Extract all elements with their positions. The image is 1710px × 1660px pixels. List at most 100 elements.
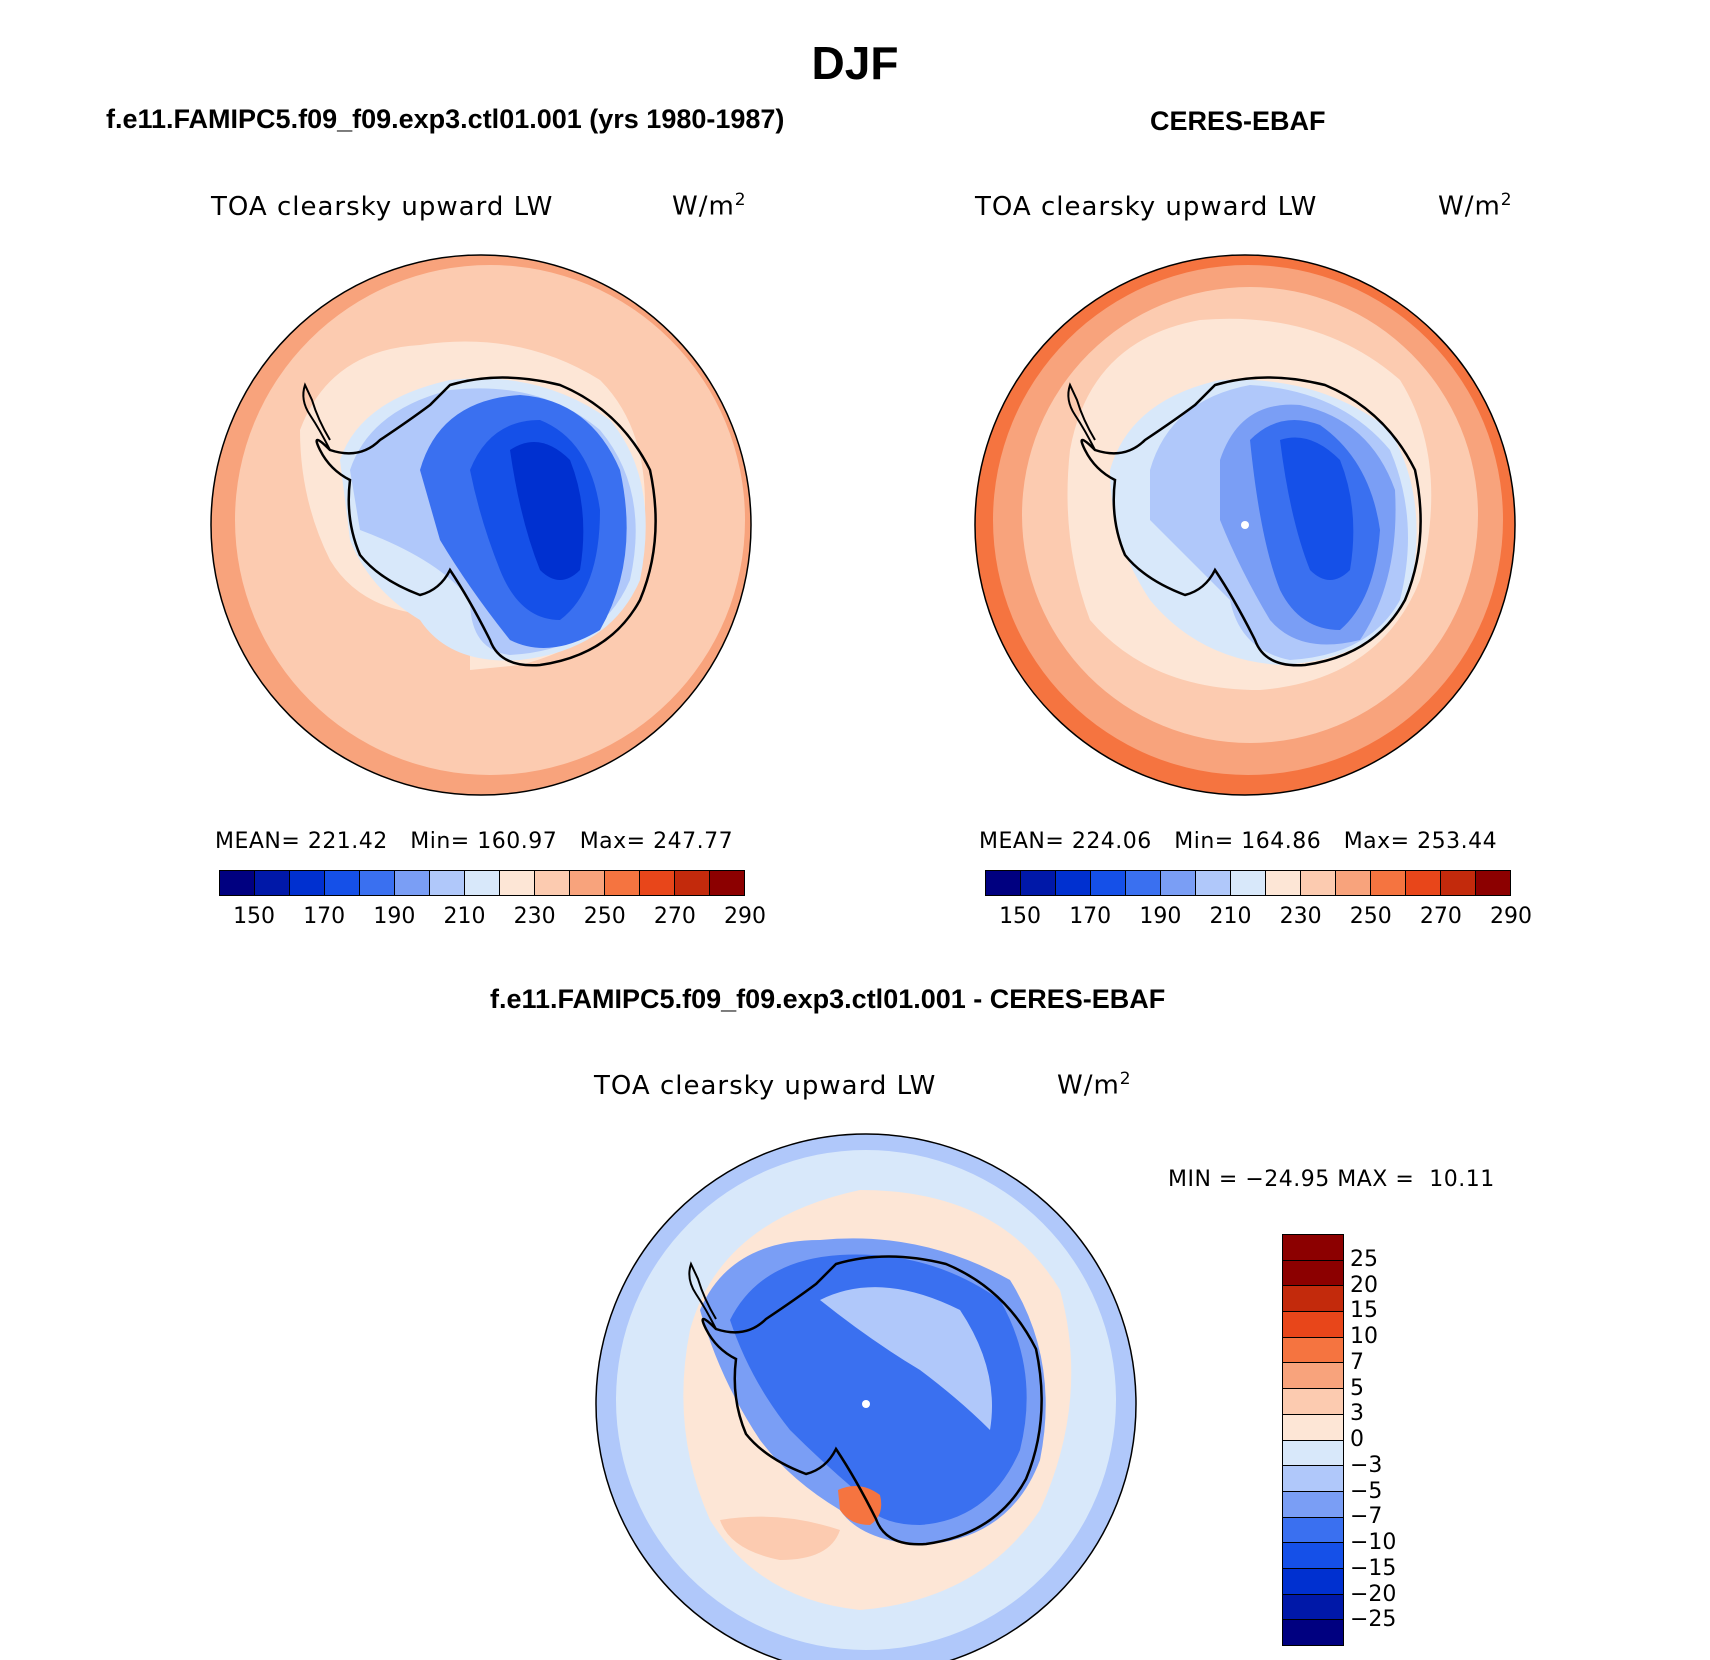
colorbar-swatch xyxy=(1406,871,1441,895)
panel-3-colorbar xyxy=(1282,1234,1344,1646)
panel-1-colorbar-ticks: 150 170 190 210 230 250 270 290 xyxy=(219,904,766,934)
panel-3-pole-marker xyxy=(862,1400,870,1408)
colorbar-swatch xyxy=(465,871,500,895)
colorbar-swatch xyxy=(1371,871,1406,895)
colorbar-swatch xyxy=(395,871,430,895)
colorbar-swatch xyxy=(1301,871,1336,895)
panel-3-map-border xyxy=(595,1133,1137,1660)
colorbar-tick-label: 15 xyxy=(1350,1298,1378,1324)
main-title: DJF xyxy=(811,37,899,89)
panel-2-peninsula xyxy=(1067,382,1096,451)
colorbar-tick-label: 5 xyxy=(1350,1375,1364,1401)
panel-3-peninsula xyxy=(688,1261,717,1330)
colorbar-tick-label: −25 xyxy=(1350,1607,1397,1633)
colorbar-swatch xyxy=(1283,1568,1343,1595)
colorbar-tick-label: −10 xyxy=(1350,1530,1397,1555)
colorbar-tick-label: 210 xyxy=(443,904,486,929)
panel-2-ice-sheet-core xyxy=(1280,437,1354,580)
colorbar-swatch xyxy=(500,871,535,895)
colorbar-swatch xyxy=(1283,1286,1343,1313)
colorbar-swatch xyxy=(986,871,1021,895)
colorbar-tick-label: 170 xyxy=(1069,904,1112,929)
panel-3-ice-interior-light xyxy=(820,1287,992,1430)
colorbar-swatch xyxy=(1476,871,1510,895)
panel-1-ice-sheet-peak xyxy=(510,442,584,580)
colorbar-swatch xyxy=(570,871,605,895)
panel-2-coastline xyxy=(1080,376,1422,667)
colorbar-tick-label: 25 xyxy=(1350,1246,1378,1272)
panel-3-positive-anomaly-halo xyxy=(720,1516,840,1560)
colorbar-tick-label: 190 xyxy=(1139,904,1182,929)
panel-3-stats: MIN = −24.95 MAX = 10.11 xyxy=(1168,1167,1495,1192)
colorbar-swatch xyxy=(1231,871,1266,895)
colorbar-swatch xyxy=(640,871,675,895)
colorbar-swatch xyxy=(1283,1491,1343,1518)
colorbar-swatch xyxy=(220,871,255,895)
colorbar-tick-label: 190 xyxy=(373,904,416,929)
colorbar-swatch xyxy=(1336,871,1371,895)
panel-3-positive-anomaly xyxy=(838,1486,882,1525)
colorbar-tick-label: 150 xyxy=(999,904,1042,929)
panel-1-coastline xyxy=(315,376,657,667)
colorbar-tick-label: −20 xyxy=(1350,1581,1397,1607)
colorbar-swatch xyxy=(605,871,640,895)
panel-2-colorbar xyxy=(985,870,1511,896)
panel-3-coastline xyxy=(701,1255,1043,1546)
colorbar-swatch xyxy=(1126,871,1161,895)
panel-3-title: f.e11.FAMIPC5.f09_f09.exp3.ctl01.001 - C… xyxy=(490,984,1166,1014)
colorbar-swatch xyxy=(1283,1466,1343,1492)
panel-3-variable: TOA clearsky upward LW xyxy=(594,1071,937,1101)
panel-2-unit: W/m2 xyxy=(1438,190,1513,222)
colorbar-tick-label: 3 xyxy=(1350,1401,1364,1427)
colorbar-swatch xyxy=(290,871,325,895)
colorbar-swatch xyxy=(1283,1517,1343,1544)
colorbar-swatch xyxy=(1283,1543,1343,1569)
panel-3-colorbar-ticks: 25 20 15 10 7 5 3 0 −3 −5 −7 −10 −15 −20 −25 xyxy=(1350,1234,1410,1644)
colorbar-swatch xyxy=(430,871,465,895)
colorbar-swatch xyxy=(1161,871,1196,895)
colorbar-swatch xyxy=(1283,1620,1343,1645)
colorbar-tick-label: 270 xyxy=(653,904,696,929)
colorbar-swatch xyxy=(1283,1260,1343,1287)
colorbar-tick-label: 230 xyxy=(1279,904,1322,929)
panel-2-map-border xyxy=(974,254,1516,796)
colorbar-swatch xyxy=(535,871,570,895)
colorbar-tick-label: −7 xyxy=(1350,1504,1383,1530)
panel-1-colorbar xyxy=(219,870,745,896)
colorbar-swatch xyxy=(1283,1235,1343,1261)
colorbar-swatch xyxy=(325,871,360,895)
colorbar-tick-label: 290 xyxy=(724,904,766,929)
colorbar-swatch xyxy=(1283,1414,1343,1441)
colorbar-tick-label: 250 xyxy=(583,904,626,929)
colorbar-swatch xyxy=(1441,871,1476,895)
colorbar-tick-label: 170 xyxy=(303,904,346,929)
colorbar-swatch xyxy=(1091,871,1126,895)
panel-2-colorbar-ticks: 150 170 190 210 230 250 270 290 xyxy=(985,904,1532,934)
panel-1-peninsula xyxy=(302,382,331,451)
colorbar-swatch xyxy=(710,871,744,895)
colorbar-swatch xyxy=(675,871,710,895)
colorbar-swatch xyxy=(360,871,395,895)
colorbar-swatch xyxy=(1283,1337,1343,1364)
panel-2-title: CERES-EBAF xyxy=(1150,106,1326,136)
panel-1-title: f.e11.FAMIPC5.f09_f09.exp3.ctl01.001 (yr… xyxy=(106,104,785,134)
panel-1-stats: MEAN= 221.42 Min= 160.97 Max= 247.77 xyxy=(215,829,734,854)
panel-2-stats: MEAN= 224.06 Min= 164.86 Max= 253.44 xyxy=(979,829,1498,854)
panel-2-variable: TOA clearsky upward LW xyxy=(975,192,1318,222)
panel-1-variable: TOA clearsky upward LW xyxy=(211,192,554,222)
colorbar-swatch xyxy=(1283,1440,1343,1467)
colorbar-tick-label: 7 xyxy=(1350,1349,1364,1375)
panel-1-unit: W/m2 xyxy=(672,190,747,222)
colorbar-swatch xyxy=(1283,1389,1343,1415)
colorbar-tick-label: 0 xyxy=(1350,1427,1364,1452)
colorbar-tick-label: 150 xyxy=(233,904,276,929)
colorbar-tick-label: −15 xyxy=(1350,1555,1397,1581)
panel-2-pole-marker xyxy=(1241,521,1249,529)
colorbar-tick-label: 230 xyxy=(513,904,556,929)
colorbar-tick-label: −5 xyxy=(1350,1478,1383,1504)
colorbar-swatch xyxy=(1283,1594,1343,1621)
colorbar-swatch xyxy=(1056,871,1091,895)
colorbar-tick-label: 10 xyxy=(1350,1324,1378,1349)
